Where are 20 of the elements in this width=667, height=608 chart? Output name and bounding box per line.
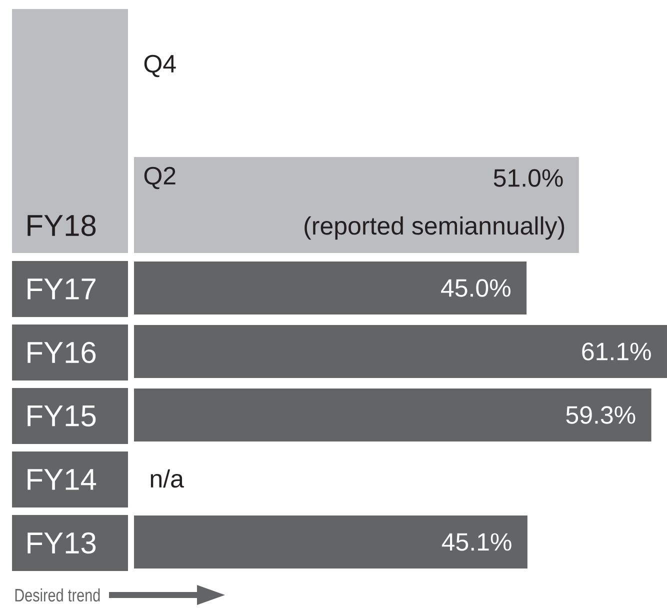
y-tick-label: FY16 [28,342,96,364]
data-label: 45.1% [442,533,512,551]
data-label: 45.0% [441,279,510,297]
text: n/a [150,469,184,488]
text: Q2 [144,166,176,190]
bar [134,388,652,442]
text: Q4 [144,54,176,78]
data-label: 51.0% [494,169,563,187]
bar [134,324,667,378]
text: Desired trend [15,588,100,602]
bar [134,515,528,568]
y-tick-label: FY14 [28,469,96,490]
y-tick-label: FY13 [28,532,96,554]
data-label: 59.3% [566,406,636,424]
data-label: 61.1% [582,342,651,360]
bar [134,261,527,314]
y-tick-label: FY15 [28,406,96,426]
annotation: (reported semiannually) [304,216,564,240]
y-tick-label: FY18 [28,214,96,236]
y-tick-label: FY17 [28,278,96,300]
